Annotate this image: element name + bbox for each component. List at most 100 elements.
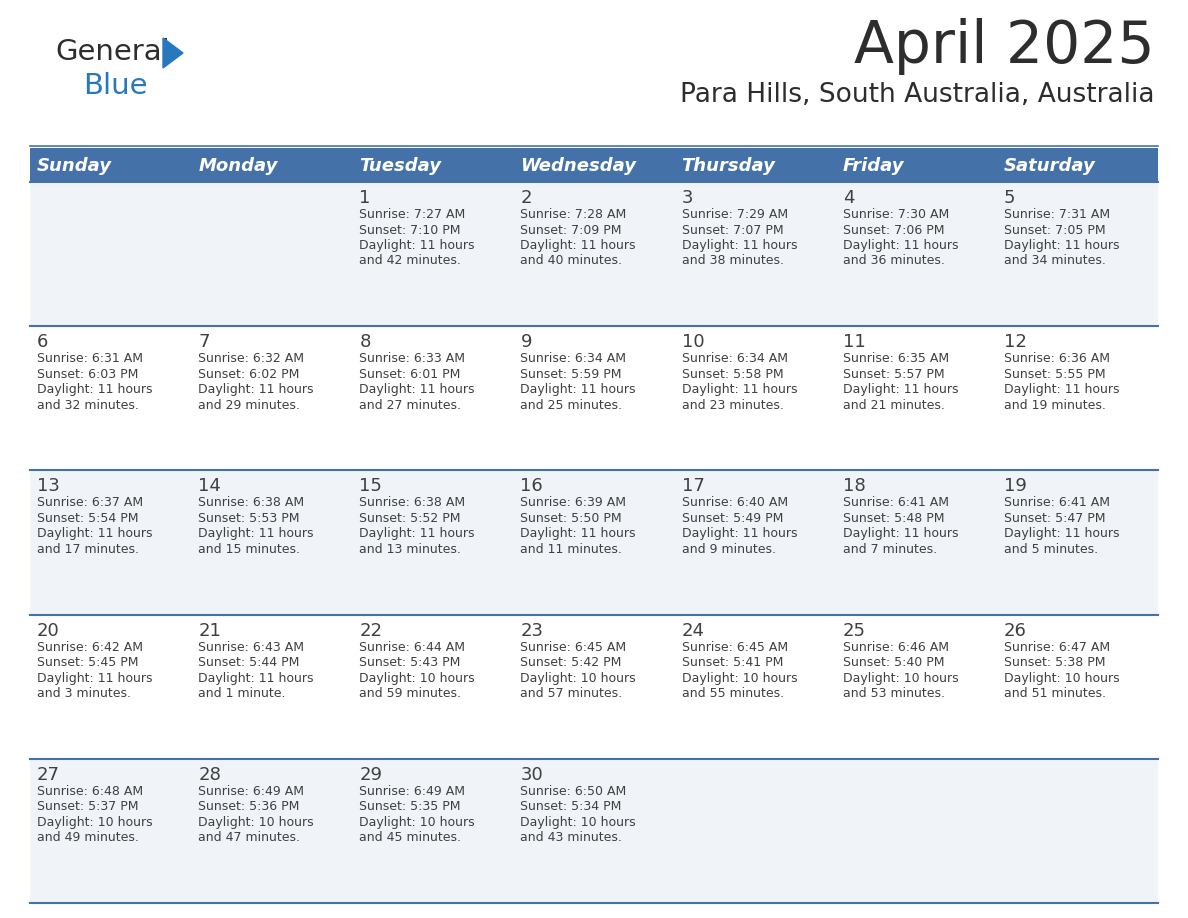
Text: Daylight: 11 hours: Daylight: 11 hours xyxy=(37,383,152,397)
Text: 9: 9 xyxy=(520,333,532,352)
Text: 17: 17 xyxy=(682,477,704,496)
Bar xyxy=(30,614,1158,759)
Text: April 2025: April 2025 xyxy=(854,18,1155,75)
Text: Daylight: 10 hours: Daylight: 10 hours xyxy=(520,672,636,685)
Text: Sunset: 5:49 PM: Sunset: 5:49 PM xyxy=(682,512,783,525)
Text: Sunrise: 6:37 AM: Sunrise: 6:37 AM xyxy=(37,497,143,509)
Text: Sunrise: 7:28 AM: Sunrise: 7:28 AM xyxy=(520,208,627,221)
Text: and 34 minutes.: and 34 minutes. xyxy=(1004,254,1106,267)
Text: and 25 minutes.: and 25 minutes. xyxy=(520,398,623,411)
Text: Daylight: 11 hours: Daylight: 11 hours xyxy=(359,239,475,252)
Text: Daylight: 11 hours: Daylight: 11 hours xyxy=(1004,239,1119,252)
Text: Sunset: 5:53 PM: Sunset: 5:53 PM xyxy=(198,512,299,525)
Text: Sunset: 7:06 PM: Sunset: 7:06 PM xyxy=(842,223,944,237)
Text: Sunrise: 6:50 AM: Sunrise: 6:50 AM xyxy=(520,785,627,798)
Text: Sunrise: 6:45 AM: Sunrise: 6:45 AM xyxy=(520,641,626,654)
Text: Sunrise: 6:34 AM: Sunrise: 6:34 AM xyxy=(682,353,788,365)
Text: Sunset: 7:05 PM: Sunset: 7:05 PM xyxy=(1004,223,1106,237)
Text: Sunset: 5:42 PM: Sunset: 5:42 PM xyxy=(520,656,621,669)
Text: 28: 28 xyxy=(198,766,221,784)
Text: and 1 minute.: and 1 minute. xyxy=(198,687,285,700)
Text: Para Hills, South Australia, Australia: Para Hills, South Australia, Australia xyxy=(681,82,1155,108)
Text: and 36 minutes.: and 36 minutes. xyxy=(842,254,944,267)
Text: Sunset: 5:48 PM: Sunset: 5:48 PM xyxy=(842,512,944,525)
Text: Sunset: 7:10 PM: Sunset: 7:10 PM xyxy=(359,223,461,237)
Text: and 13 minutes.: and 13 minutes. xyxy=(359,543,461,556)
Text: 12: 12 xyxy=(1004,333,1026,352)
Text: and 19 minutes.: and 19 minutes. xyxy=(1004,398,1106,411)
Text: and 42 minutes.: and 42 minutes. xyxy=(359,254,461,267)
Text: Tuesday: Tuesday xyxy=(359,157,441,175)
Text: Sunday: Sunday xyxy=(37,157,112,175)
Text: 8: 8 xyxy=(359,333,371,352)
Text: Sunset: 5:38 PM: Sunset: 5:38 PM xyxy=(1004,656,1105,669)
Bar xyxy=(30,470,1158,614)
Text: and 23 minutes.: and 23 minutes. xyxy=(682,398,783,411)
Text: 18: 18 xyxy=(842,477,866,496)
Text: Daylight: 11 hours: Daylight: 11 hours xyxy=(842,383,959,397)
Text: Sunset: 5:47 PM: Sunset: 5:47 PM xyxy=(1004,512,1105,525)
Text: Sunrise: 6:41 AM: Sunrise: 6:41 AM xyxy=(1004,497,1110,509)
Text: Daylight: 10 hours: Daylight: 10 hours xyxy=(359,816,475,829)
Text: and 59 minutes.: and 59 minutes. xyxy=(359,687,461,700)
Text: Sunrise: 6:43 AM: Sunrise: 6:43 AM xyxy=(198,641,304,654)
Bar xyxy=(30,182,1158,326)
Text: 6: 6 xyxy=(37,333,49,352)
Text: Daylight: 11 hours: Daylight: 11 hours xyxy=(359,528,475,541)
Text: Daylight: 11 hours: Daylight: 11 hours xyxy=(520,239,636,252)
Text: and 49 minutes.: and 49 minutes. xyxy=(37,832,139,845)
Text: 26: 26 xyxy=(1004,621,1026,640)
Text: Sunset: 6:03 PM: Sunset: 6:03 PM xyxy=(37,368,138,381)
Text: 27: 27 xyxy=(37,766,61,784)
Text: Sunrise: 6:45 AM: Sunrise: 6:45 AM xyxy=(682,641,788,654)
Text: Sunrise: 7:27 AM: Sunrise: 7:27 AM xyxy=(359,208,466,221)
Text: Daylight: 10 hours: Daylight: 10 hours xyxy=(1004,672,1119,685)
Bar xyxy=(835,148,997,182)
Text: Daylight: 10 hours: Daylight: 10 hours xyxy=(520,816,636,829)
Text: Sunrise: 6:33 AM: Sunrise: 6:33 AM xyxy=(359,353,466,365)
Text: Sunset: 5:58 PM: Sunset: 5:58 PM xyxy=(682,368,783,381)
Text: Daylight: 11 hours: Daylight: 11 hours xyxy=(1004,528,1119,541)
Text: and 40 minutes.: and 40 minutes. xyxy=(520,254,623,267)
Text: Sunrise: 6:40 AM: Sunrise: 6:40 AM xyxy=(682,497,788,509)
Text: Sunrise: 6:32 AM: Sunrise: 6:32 AM xyxy=(198,353,304,365)
Text: Sunrise: 7:30 AM: Sunrise: 7:30 AM xyxy=(842,208,949,221)
Text: Daylight: 11 hours: Daylight: 11 hours xyxy=(198,528,314,541)
Text: Daylight: 10 hours: Daylight: 10 hours xyxy=(682,672,797,685)
Text: Sunset: 5:59 PM: Sunset: 5:59 PM xyxy=(520,368,623,381)
Text: Sunrise: 6:46 AM: Sunrise: 6:46 AM xyxy=(842,641,949,654)
Text: 10: 10 xyxy=(682,333,704,352)
Text: Daylight: 11 hours: Daylight: 11 hours xyxy=(682,528,797,541)
Text: and 51 minutes.: and 51 minutes. xyxy=(1004,687,1106,700)
Text: Sunrise: 7:29 AM: Sunrise: 7:29 AM xyxy=(682,208,788,221)
Text: Thursday: Thursday xyxy=(682,157,776,175)
Text: and 7 minutes.: and 7 minutes. xyxy=(842,543,937,556)
Text: Daylight: 11 hours: Daylight: 11 hours xyxy=(520,383,636,397)
Text: Sunrise: 6:41 AM: Sunrise: 6:41 AM xyxy=(842,497,949,509)
Text: Daylight: 10 hours: Daylight: 10 hours xyxy=(842,672,959,685)
Text: and 15 minutes.: and 15 minutes. xyxy=(198,543,301,556)
Text: Sunset: 5:37 PM: Sunset: 5:37 PM xyxy=(37,800,139,813)
Text: and 21 minutes.: and 21 minutes. xyxy=(842,398,944,411)
Text: 24: 24 xyxy=(682,621,704,640)
Text: Daylight: 10 hours: Daylight: 10 hours xyxy=(37,816,152,829)
Text: Sunset: 5:57 PM: Sunset: 5:57 PM xyxy=(842,368,944,381)
Text: and 32 minutes.: and 32 minutes. xyxy=(37,398,139,411)
Text: Sunset: 5:44 PM: Sunset: 5:44 PM xyxy=(198,656,299,669)
Text: Sunrise: 6:38 AM: Sunrise: 6:38 AM xyxy=(359,497,466,509)
Text: 25: 25 xyxy=(842,621,866,640)
Text: 13: 13 xyxy=(37,477,59,496)
Text: Daylight: 11 hours: Daylight: 11 hours xyxy=(520,528,636,541)
Text: Sunset: 5:43 PM: Sunset: 5:43 PM xyxy=(359,656,461,669)
Text: Daylight: 10 hours: Daylight: 10 hours xyxy=(359,672,475,685)
Text: Saturday: Saturday xyxy=(1004,157,1095,175)
Text: Sunset: 5:45 PM: Sunset: 5:45 PM xyxy=(37,656,139,669)
Text: Sunset: 7:07 PM: Sunset: 7:07 PM xyxy=(682,223,783,237)
Text: Daylight: 11 hours: Daylight: 11 hours xyxy=(682,383,797,397)
Text: Sunrise: 6:36 AM: Sunrise: 6:36 AM xyxy=(1004,353,1110,365)
Text: Sunset: 5:35 PM: Sunset: 5:35 PM xyxy=(359,800,461,813)
Text: 7: 7 xyxy=(198,333,209,352)
Text: and 53 minutes.: and 53 minutes. xyxy=(842,687,944,700)
Text: Daylight: 11 hours: Daylight: 11 hours xyxy=(359,383,475,397)
Text: and 29 minutes.: and 29 minutes. xyxy=(198,398,301,411)
